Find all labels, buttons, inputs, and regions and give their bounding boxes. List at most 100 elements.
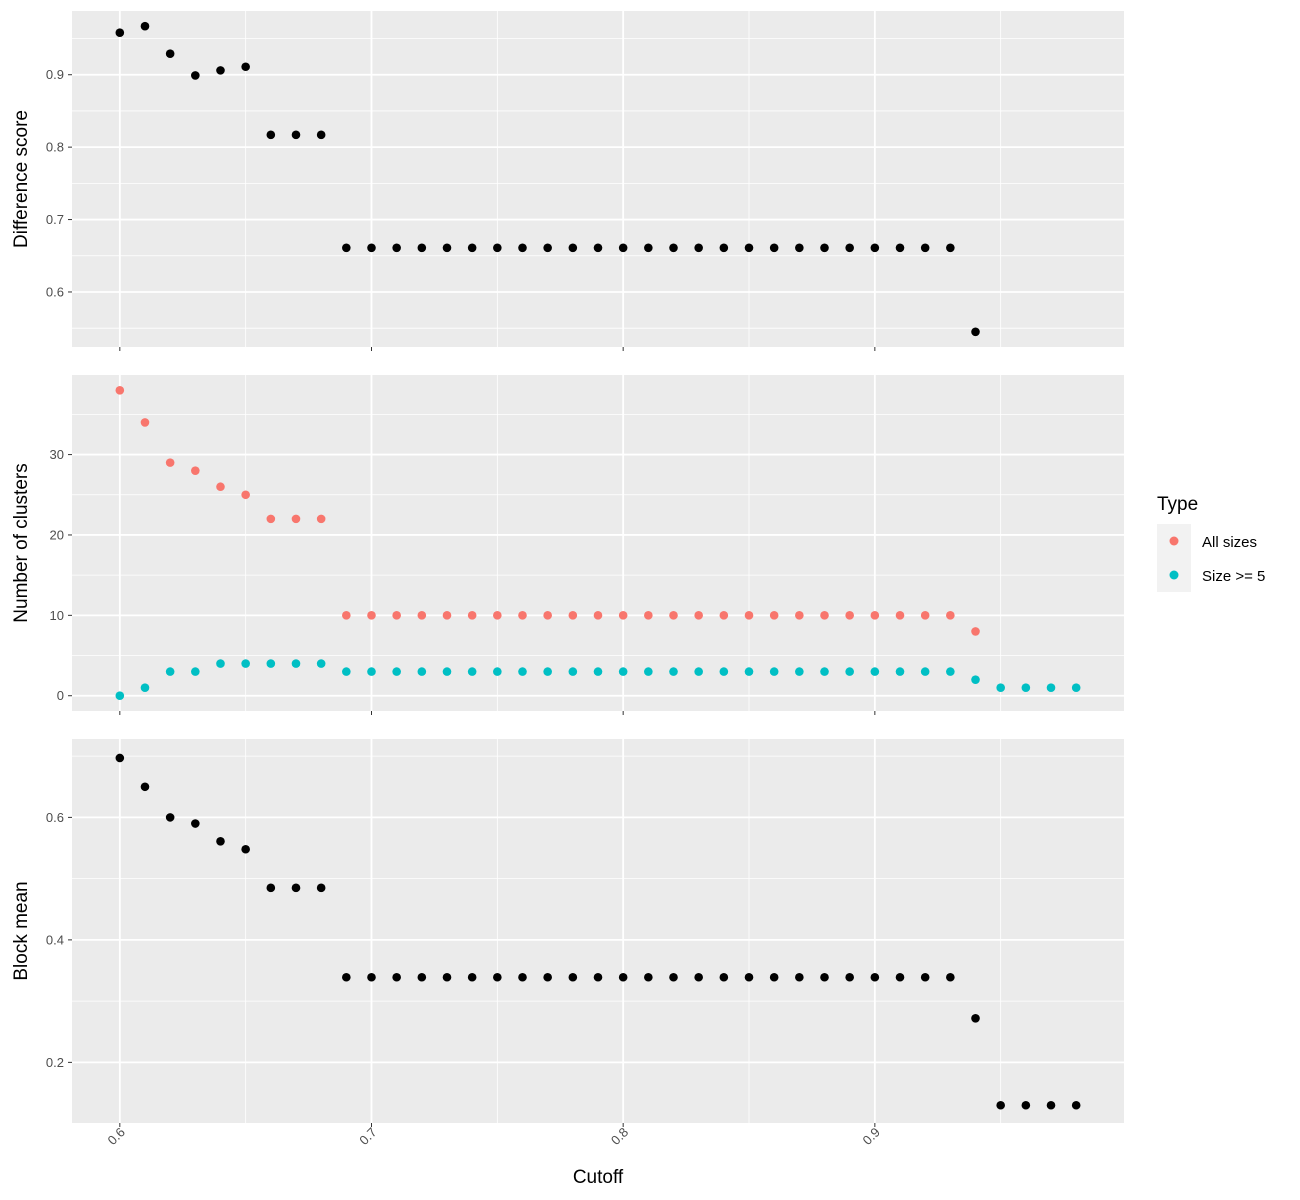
data-point xyxy=(971,675,980,684)
panel-background xyxy=(72,375,1124,711)
data-point xyxy=(1071,683,1081,692)
data-point xyxy=(291,130,301,140)
data-point xyxy=(644,667,653,676)
data-point xyxy=(593,243,603,253)
data-point xyxy=(467,972,477,982)
data-point xyxy=(216,66,225,75)
data-point xyxy=(493,972,502,982)
data-point xyxy=(1021,683,1031,692)
data-point xyxy=(618,243,628,253)
data-point xyxy=(140,21,150,31)
data-point xyxy=(593,972,603,982)
data-point xyxy=(870,667,880,676)
data-point xyxy=(291,514,301,524)
data-point xyxy=(694,243,703,253)
data-point xyxy=(719,667,729,676)
data-point xyxy=(417,611,427,620)
data-point xyxy=(769,972,779,982)
data-point xyxy=(769,611,779,620)
data-point xyxy=(417,667,427,676)
data-point xyxy=(895,667,905,676)
data-point xyxy=(920,611,930,620)
data-point xyxy=(1071,1100,1081,1110)
panel-background xyxy=(72,739,1124,1123)
data-point xyxy=(518,667,527,676)
x-tick-label: 0.9 xyxy=(860,1125,883,1148)
data-point xyxy=(493,667,502,676)
y-tick-label: 0.4 xyxy=(46,932,64,947)
data-point xyxy=(543,243,552,253)
y-tick-label: 20 xyxy=(50,527,64,542)
data-point xyxy=(694,611,703,620)
panel-3: 0.2 0.4 0.6 Block mean xyxy=(11,739,1124,1127)
data-point xyxy=(669,611,678,620)
data-point xyxy=(316,883,326,893)
x-tick-label: 0.8 xyxy=(608,1125,631,1148)
data-point xyxy=(191,667,200,676)
data-point xyxy=(795,667,804,676)
data-point xyxy=(115,753,125,763)
data-point xyxy=(669,667,678,676)
data-point xyxy=(417,972,427,982)
data-point xyxy=(266,883,276,893)
data-point xyxy=(845,972,854,982)
y-tick-label: 0.2 xyxy=(46,1055,64,1070)
data-point xyxy=(845,667,854,676)
data-point xyxy=(996,683,1005,692)
data-point xyxy=(467,667,477,676)
data-point xyxy=(165,458,175,467)
y-tick-label: 0.6 xyxy=(46,284,64,299)
data-point xyxy=(216,482,225,492)
y-tick-label: 0.9 xyxy=(46,67,64,82)
data-point xyxy=(618,667,628,676)
data-point xyxy=(165,667,175,676)
data-point xyxy=(593,611,603,620)
data-point xyxy=(820,972,829,982)
data-point xyxy=(518,972,527,982)
data-point xyxy=(795,243,804,253)
data-point xyxy=(568,243,578,253)
data-point xyxy=(795,972,804,982)
data-point xyxy=(895,243,905,253)
data-point xyxy=(719,972,729,982)
data-point xyxy=(820,667,829,676)
data-point xyxy=(593,667,603,676)
data-point xyxy=(392,972,401,982)
data-point xyxy=(417,243,427,253)
data-point xyxy=(165,49,175,59)
data-point xyxy=(216,836,225,846)
data-point xyxy=(367,667,376,676)
data-point xyxy=(241,844,250,854)
data-point xyxy=(895,972,905,982)
data-point xyxy=(618,611,628,620)
data-point xyxy=(367,972,376,982)
data-point xyxy=(266,130,276,140)
y-axis-title: Number of clusters xyxy=(11,463,32,622)
data-point xyxy=(946,611,955,620)
data-point xyxy=(769,667,779,676)
data-point xyxy=(518,243,527,253)
data-point xyxy=(820,243,829,253)
data-point xyxy=(795,611,804,620)
data-point xyxy=(669,972,678,982)
y-axis-title: Block mean xyxy=(11,881,32,980)
data-point xyxy=(971,627,980,636)
data-point xyxy=(744,972,754,982)
data-point xyxy=(920,972,930,982)
data-point xyxy=(342,243,351,253)
data-point xyxy=(291,659,301,668)
data-point xyxy=(392,611,401,620)
data-point xyxy=(367,611,376,620)
data-point xyxy=(1046,1100,1056,1110)
data-point xyxy=(946,243,955,253)
data-point xyxy=(644,611,653,620)
data-point xyxy=(920,243,930,253)
y-tick-label: 30 xyxy=(50,447,64,462)
panel-background xyxy=(72,11,1124,347)
legend-title: Type xyxy=(1157,494,1198,515)
data-point xyxy=(845,243,854,253)
legend-label-all-sizes: All sizes xyxy=(1202,534,1257,551)
x-axis-title: Cutoff xyxy=(573,1167,624,1188)
data-point xyxy=(946,972,955,982)
